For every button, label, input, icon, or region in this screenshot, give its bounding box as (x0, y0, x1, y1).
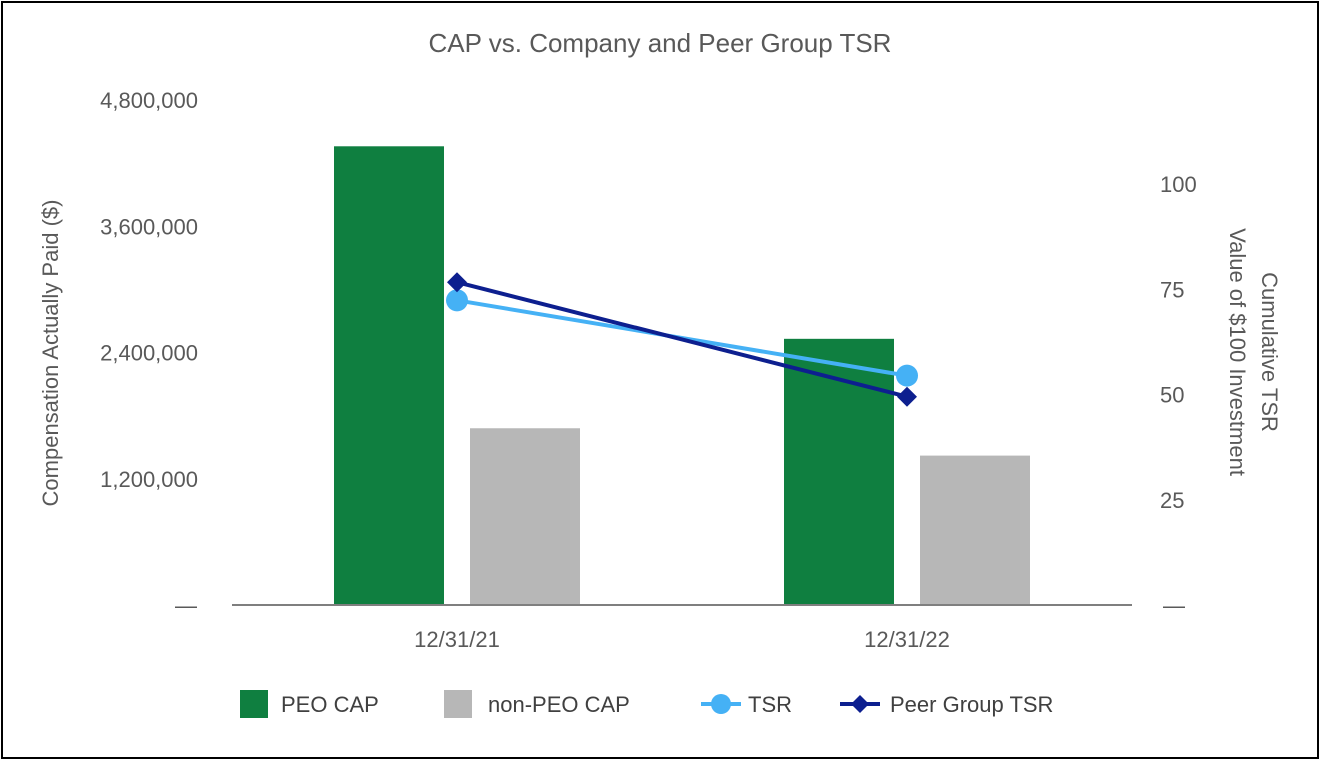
legend-label-tsr: TSR (748, 692, 792, 717)
x-tick-label: 12/31/21 (414, 627, 500, 652)
legend: PEO CAP non-PEO CAP TSR Peer Group TSR (240, 690, 1053, 718)
legend-marker-tsr (711, 694, 731, 714)
legend-label-non-peo-cap: non-PEO CAP (488, 692, 630, 717)
y2-tick-label: 50 (1160, 383, 1184, 408)
y-tick-label: 4,800,000 (100, 88, 198, 113)
point-tsr (896, 364, 918, 387)
bar-non-peo-cap (470, 428, 580, 605)
plot-area: 4,800,000 3,600,000 2,400,000 1,200,000 — 100… (100, 88, 1197, 652)
point-peer-group-tsr (897, 386, 917, 407)
line-peer-group-tsr (456, 280, 908, 399)
bar-peo-cap (334, 146, 444, 605)
legend-marker-peer-group-tsr (851, 695, 869, 713)
y-tick-label: 1,200,000 (100, 467, 198, 492)
y2-axis-label-line1: Cumulative TSR (1257, 272, 1282, 432)
x-tick-label: 12/31/22 (864, 627, 950, 652)
y-axis-label: Compensation Actually Paid ($) (38, 200, 63, 507)
y-tick-label: 3,600,000 (100, 214, 198, 239)
point-peer-group-tsr (447, 272, 467, 293)
y-tick-label: — (175, 593, 197, 618)
legend-swatch-peo-cap (240, 690, 268, 718)
y2-tick-label: 75 (1160, 277, 1184, 302)
y2-axis-label-line2: Value of $100 Investment (1225, 228, 1250, 476)
y2-tick-label: 100 (1160, 172, 1197, 197)
y2-tick-label: 25 (1160, 488, 1184, 513)
legend-swatch-non-peo-cap (444, 690, 472, 718)
bar-peo-cap (784, 338, 894, 605)
bar-non-peo-cap (920, 455, 1030, 605)
legend-label-peer-group-tsr: Peer Group TSR (890, 692, 1053, 717)
y-tick-label: 2,400,000 (100, 341, 198, 366)
legend-label-peo-cap: PEO CAP (281, 692, 379, 717)
point-tsr (446, 289, 468, 312)
y2-tick-label: — (1163, 593, 1185, 618)
chart-title: CAP vs. Company and Peer Group TSR (429, 28, 892, 58)
